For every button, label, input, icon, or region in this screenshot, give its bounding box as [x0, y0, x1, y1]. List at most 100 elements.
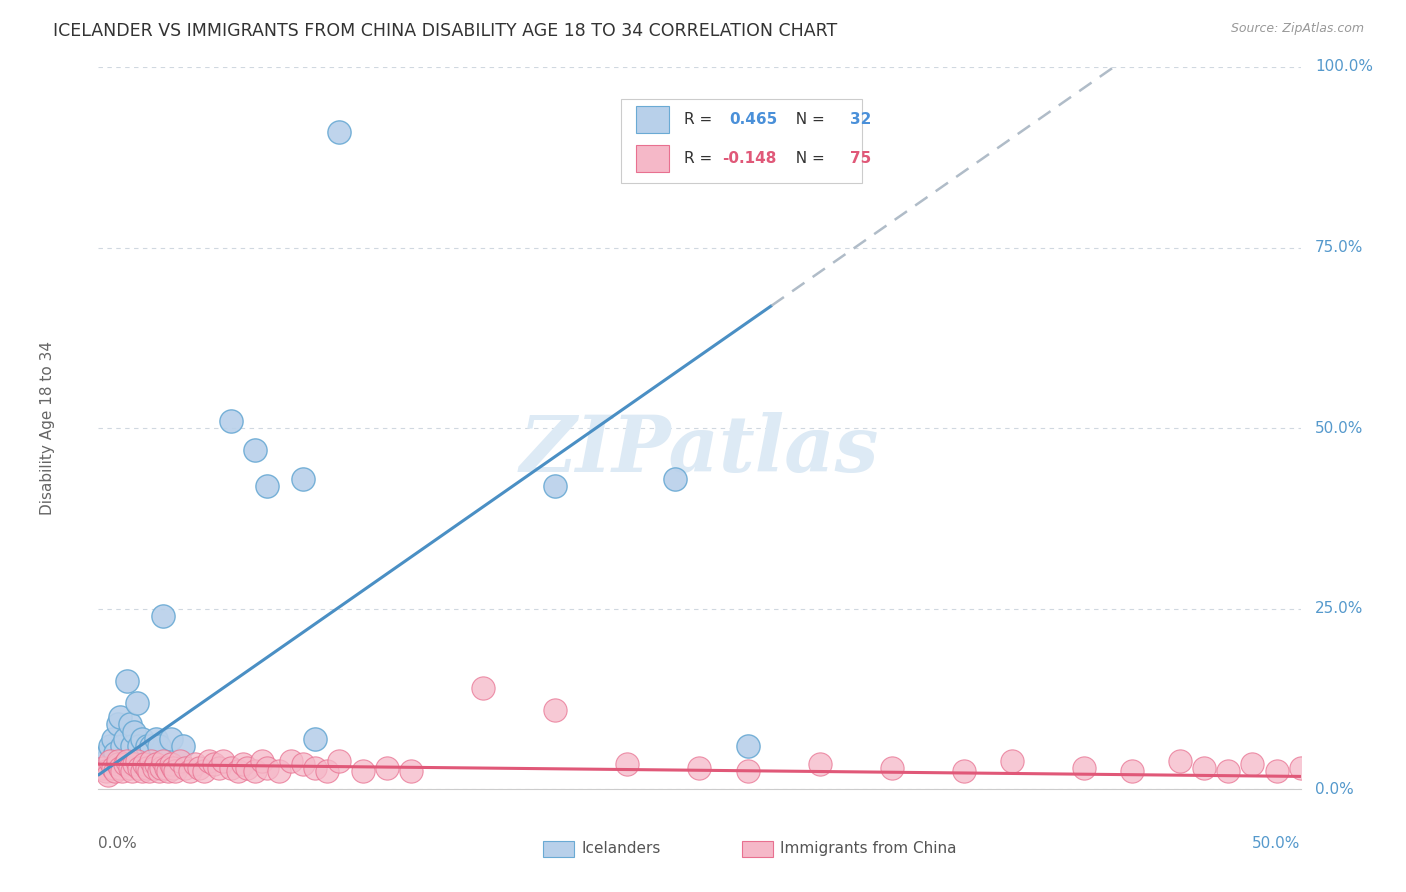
- Point: [165, 764, 187, 779]
- FancyBboxPatch shape: [543, 841, 575, 856]
- Point: [174, 761, 197, 775]
- Point: [236, 761, 259, 775]
- Text: Immigrants from China: Immigrants from China: [780, 841, 956, 856]
- Point: [149, 761, 172, 775]
- Point: [145, 757, 167, 772]
- Point: [328, 125, 350, 139]
- Point: [304, 731, 326, 746]
- Point: [117, 674, 139, 689]
- Text: 50.0%: 50.0%: [1315, 421, 1364, 435]
- Text: N =: N =: [786, 151, 830, 166]
- Point: [141, 754, 163, 768]
- Point: [114, 731, 136, 746]
- Point: [125, 696, 148, 710]
- Text: Disability Age 18 to 34: Disability Age 18 to 34: [41, 341, 55, 516]
- Point: [1241, 757, 1264, 772]
- Point: [183, 757, 205, 772]
- Text: Source: ZipAtlas.com: Source: ZipAtlas.com: [1230, 22, 1364, 36]
- Point: [688, 761, 710, 775]
- Point: [880, 761, 903, 775]
- Point: [243, 764, 266, 779]
- Point: [101, 731, 124, 746]
- Point: [1121, 764, 1143, 779]
- Point: [169, 754, 191, 768]
- Point: [124, 724, 146, 739]
- Point: [91, 761, 114, 775]
- Point: [1073, 761, 1095, 775]
- FancyBboxPatch shape: [636, 106, 669, 134]
- Text: 75: 75: [849, 151, 870, 166]
- Text: ZIPatlas: ZIPatlas: [520, 411, 879, 488]
- Point: [111, 739, 134, 753]
- Text: R =: R =: [683, 151, 717, 166]
- Point: [94, 754, 117, 768]
- Point: [135, 739, 157, 753]
- Point: [1170, 754, 1192, 768]
- Point: [375, 761, 398, 775]
- Point: [121, 764, 143, 779]
- Point: [121, 739, 143, 753]
- Point: [100, 739, 122, 753]
- Point: [1265, 764, 1288, 779]
- Point: [157, 764, 180, 779]
- Point: [664, 472, 686, 486]
- Point: [128, 761, 150, 775]
- Point: [315, 764, 337, 779]
- Point: [104, 746, 127, 760]
- Point: [108, 761, 131, 775]
- Point: [179, 764, 201, 779]
- Text: 32: 32: [849, 112, 872, 128]
- Point: [131, 764, 153, 779]
- Text: R =: R =: [683, 112, 717, 128]
- Point: [142, 761, 165, 775]
- Point: [1218, 764, 1240, 779]
- Point: [243, 442, 266, 457]
- Point: [148, 764, 170, 779]
- Point: [616, 757, 638, 772]
- Point: [152, 754, 174, 768]
- Text: N =: N =: [786, 112, 830, 128]
- Point: [107, 757, 129, 772]
- Point: [737, 764, 759, 779]
- Point: [100, 754, 122, 768]
- Point: [256, 479, 278, 493]
- Point: [544, 479, 567, 493]
- Point: [808, 757, 831, 772]
- Point: [108, 710, 131, 724]
- Text: Icelanders: Icelanders: [582, 841, 661, 856]
- Point: [145, 731, 167, 746]
- Text: 25.0%: 25.0%: [1315, 601, 1364, 616]
- Point: [124, 757, 146, 772]
- Point: [544, 703, 567, 717]
- Point: [291, 757, 314, 772]
- Point: [208, 761, 231, 775]
- Point: [107, 717, 129, 731]
- Point: [193, 764, 215, 779]
- Point: [125, 754, 148, 768]
- Point: [141, 739, 163, 753]
- Text: 0.0%: 0.0%: [98, 837, 138, 851]
- Point: [159, 757, 181, 772]
- Point: [128, 739, 150, 753]
- Point: [226, 764, 249, 779]
- Point: [104, 764, 127, 779]
- Point: [152, 609, 174, 624]
- Point: [94, 764, 117, 779]
- Text: -0.148: -0.148: [723, 151, 776, 166]
- Point: [352, 764, 374, 779]
- Point: [737, 739, 759, 753]
- Point: [1289, 761, 1312, 775]
- Point: [472, 681, 495, 696]
- Point: [117, 754, 139, 768]
- Point: [118, 717, 141, 731]
- Point: [1001, 754, 1024, 768]
- Text: 50.0%: 50.0%: [1253, 837, 1301, 851]
- Point: [267, 764, 290, 779]
- Text: 75.0%: 75.0%: [1315, 240, 1364, 255]
- Point: [118, 761, 141, 775]
- Point: [280, 754, 302, 768]
- Point: [155, 761, 177, 775]
- Point: [132, 757, 155, 772]
- Point: [148, 739, 170, 753]
- Point: [1194, 761, 1216, 775]
